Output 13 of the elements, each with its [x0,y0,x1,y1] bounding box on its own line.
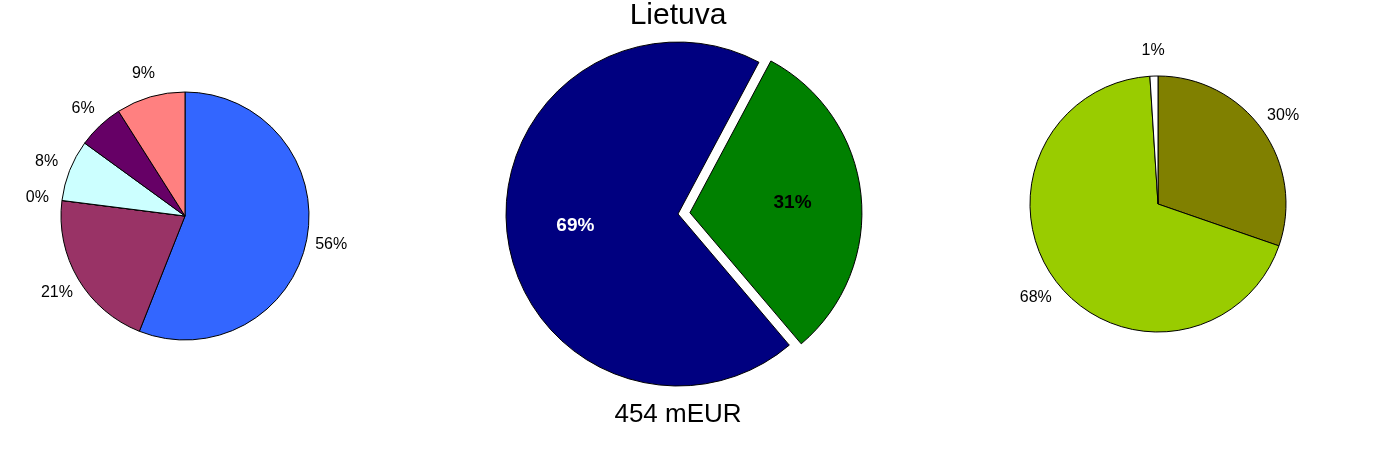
data-label: 21% [40,282,73,300]
data-label: 8% [35,152,59,170]
text: 454 mEUR [614,398,742,428]
data-label: 9% [131,64,156,82]
data-label: 68% [1019,288,1052,306]
data-label: 31% [773,190,812,212]
data-label: 6% [71,98,95,116]
data-label: 56% [315,234,348,252]
data-label: 1% [1141,41,1165,59]
text: 0% [25,188,49,206]
data-label: 69% [556,214,595,236]
data-label: 30% [1267,105,1300,123]
chart-title: Lietuva [629,0,727,30]
